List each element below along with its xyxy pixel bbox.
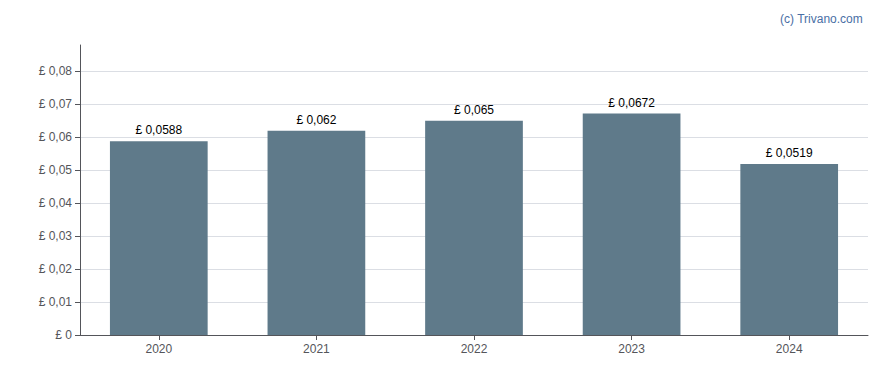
svg-text:£ 0,0519: £ 0,0519 xyxy=(766,146,813,160)
svg-text:£ 0,07: £ 0,07 xyxy=(39,97,73,111)
svg-text:2023: 2023 xyxy=(618,342,645,356)
svg-text:£ 0,01: £ 0,01 xyxy=(39,295,73,309)
svg-text:£ 0: £ 0 xyxy=(55,328,72,342)
svg-text:£ 0,0672: £ 0,0672 xyxy=(608,96,655,110)
svg-text:£ 0,02: £ 0,02 xyxy=(39,262,73,276)
svg-text:2020: 2020 xyxy=(145,342,172,356)
svg-text:2022: 2022 xyxy=(461,342,488,356)
svg-text:2024: 2024 xyxy=(776,342,803,356)
svg-text:£ 0,0588: £ 0,0588 xyxy=(135,123,182,137)
svg-text:2021: 2021 xyxy=(303,342,330,356)
svg-text:£ 0,062: £ 0,062 xyxy=(296,113,336,127)
svg-text:£ 0,08: £ 0,08 xyxy=(39,64,73,78)
svg-text:£ 0,065: £ 0,065 xyxy=(454,103,494,117)
svg-text:(c) Trivano.com: (c) Trivano.com xyxy=(780,12,863,26)
svg-text:£ 0,06: £ 0,06 xyxy=(39,130,73,144)
svg-text:£ 0,04: £ 0,04 xyxy=(39,196,73,210)
svg-text:£ 0,05: £ 0,05 xyxy=(39,163,73,177)
svg-text:£ 0,03: £ 0,03 xyxy=(39,229,73,243)
